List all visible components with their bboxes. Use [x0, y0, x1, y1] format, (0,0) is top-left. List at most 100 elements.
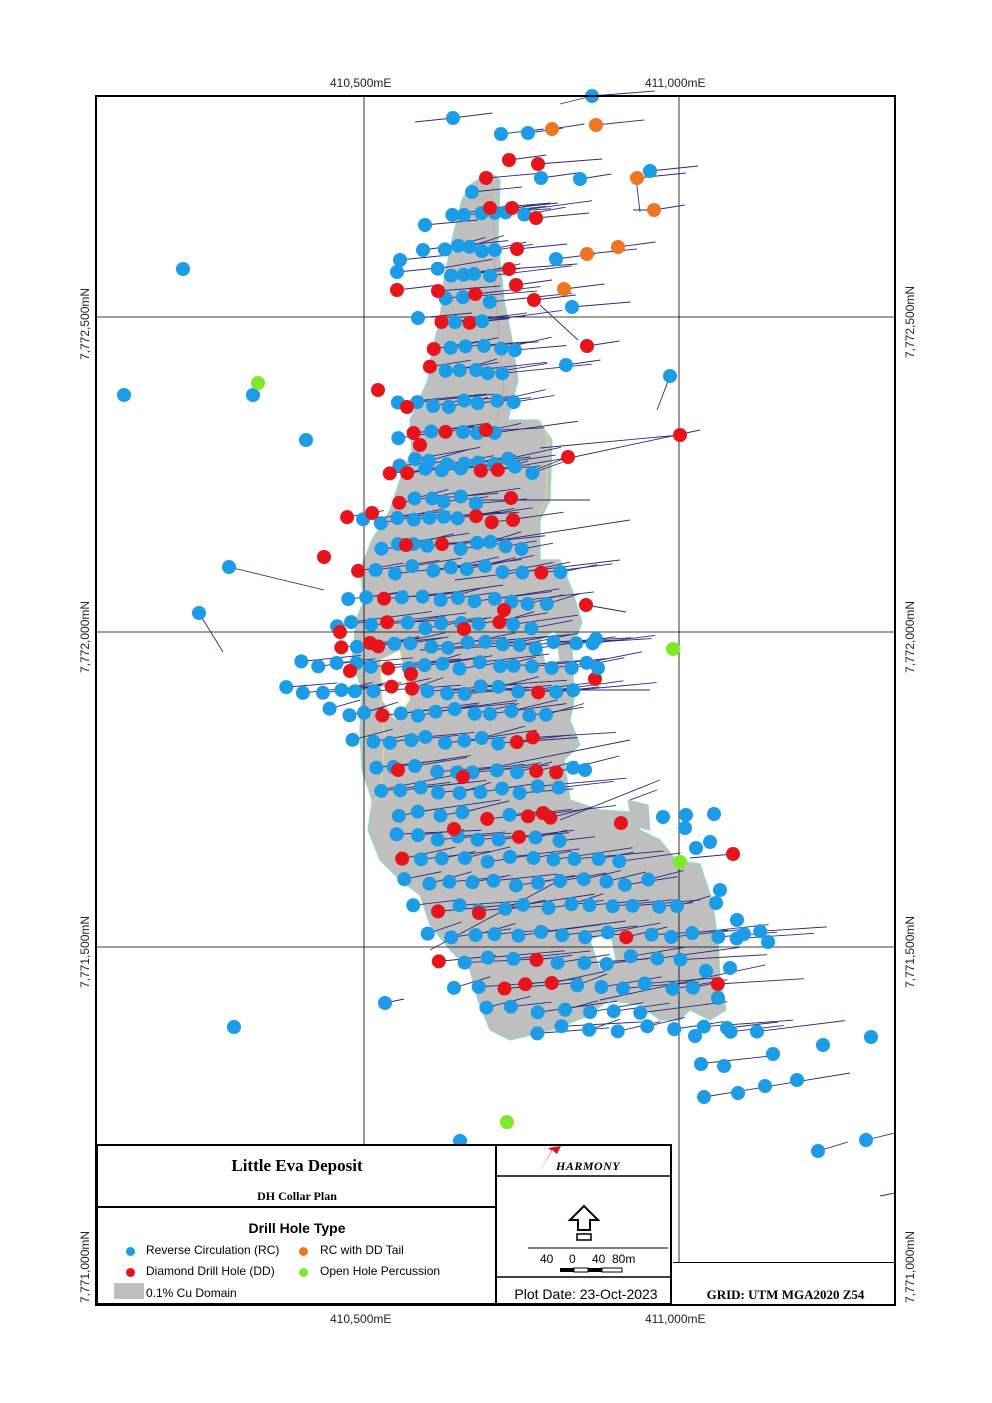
collar-rc [564, 897, 579, 912]
drill-trace [437, 285, 501, 292]
collar-rc [514, 541, 529, 556]
collar-dd [392, 495, 407, 510]
collar-rc [468, 496, 483, 511]
collar-rc [363, 659, 378, 674]
collar-rc [430, 832, 445, 847]
collar-rc [530, 779, 545, 794]
collar-rc [387, 636, 402, 651]
collar-rc [530, 875, 545, 890]
collar-rc [709, 896, 723, 910]
collar-rc [583, 1005, 598, 1020]
drill-trace [516, 243, 568, 250]
northing-label-right-2: 7,772,000mN [903, 600, 917, 673]
easting-label-top-2: 411,000mE [645, 76, 706, 90]
collar-dd [710, 976, 725, 991]
collar-rc [665, 981, 680, 996]
collar-dd [484, 515, 499, 530]
drill-trace [477, 397, 532, 404]
drill-trace [562, 925, 638, 936]
collar-ohp [500, 1115, 514, 1129]
collar-rc [859, 1133, 873, 1147]
collar-rc [418, 621, 433, 636]
collar-rc [864, 1030, 878, 1044]
collar-dd [400, 400, 414, 414]
collar-rc [790, 1073, 804, 1087]
collar-rc [520, 596, 535, 611]
drill-trace [504, 981, 582, 989]
collar-dd [334, 640, 349, 655]
easting-label-bottom-2: 411,000mE [645, 1312, 706, 1326]
collar-rc [430, 261, 445, 276]
drill-trace [420, 782, 467, 788]
scale-label-40-right: 40 [592, 1252, 606, 1266]
collar-rc [502, 849, 517, 864]
collar-rc [483, 534, 498, 549]
drill-trace [393, 755, 471, 768]
collar-rc [541, 900, 556, 915]
collar-rc [495, 781, 510, 796]
collar-rc [434, 616, 449, 631]
collar-rc [558, 1002, 573, 1017]
drill-trace [387, 612, 467, 623]
collar-rc [720, 1021, 734, 1035]
collar-rc [487, 243, 502, 258]
collar-rc [578, 930, 593, 945]
drill-trace [539, 304, 579, 341]
drill-trace [417, 799, 501, 813]
collar-rc [664, 930, 679, 945]
drill-trace [485, 172, 545, 179]
collar-rc [483, 268, 498, 283]
collar-dd [351, 563, 366, 578]
collar-rc [696, 1019, 711, 1034]
collar-dd [483, 201, 497, 215]
collar-rc [530, 1005, 545, 1020]
drill-trace [561, 1021, 642, 1027]
drill-trace [491, 511, 564, 523]
drill-trace [481, 725, 526, 739]
collar-rc [491, 736, 506, 751]
collar-rc [610, 1024, 625, 1039]
collar-dd [333, 625, 347, 639]
collar-rc [637, 976, 652, 991]
collar-rc [467, 706, 482, 721]
legend-rc-swatch [126, 1247, 135, 1256]
collar-rc [678, 821, 692, 835]
collar-rc [511, 684, 526, 699]
collar-dd [529, 211, 543, 225]
legend-ohp-swatch [299, 1268, 308, 1277]
collar-rc [495, 637, 510, 652]
collar-rc [294, 654, 309, 669]
collar-dd [479, 423, 493, 437]
collar-rc [591, 661, 605, 675]
collar-rc [564, 660, 579, 675]
collar-rc [406, 512, 421, 527]
collar-rc [470, 535, 485, 550]
collar-rc [737, 927, 751, 941]
collar-rc [512, 637, 527, 652]
collar-rc [475, 314, 490, 329]
collar-rc [456, 425, 471, 440]
collar-rc [425, 491, 440, 506]
collar-rc [452, 898, 467, 913]
collar-rc [494, 341, 509, 356]
drill-trace [532, 731, 616, 738]
collar-rc [279, 680, 294, 695]
drill-trace [502, 636, 548, 645]
drill-trace [502, 562, 554, 573]
collar-rc [623, 949, 638, 964]
drill-trace [513, 614, 578, 625]
collar-dd [536, 806, 550, 820]
collar-rc [699, 964, 713, 978]
collar-rc [413, 780, 428, 795]
collar-rc [347, 684, 362, 699]
collar-dd [371, 383, 385, 397]
collar-dd [377, 591, 392, 606]
northing-label-right-1: 7,772,500mN [903, 285, 917, 358]
collar-rc [528, 641, 543, 656]
collar-rc [357, 705, 372, 720]
drill-trace [396, 284, 440, 291]
drill-trace [425, 732, 475, 738]
collar-rc [570, 978, 585, 993]
drill-trace [402, 846, 456, 860]
collar-rc [478, 559, 493, 574]
